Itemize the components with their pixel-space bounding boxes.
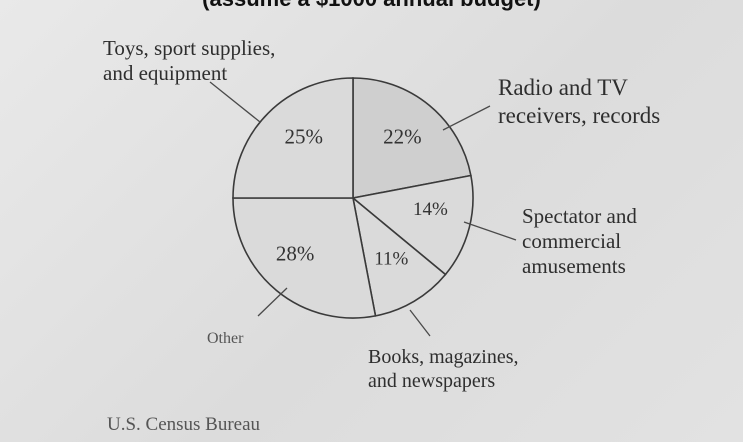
pie-slice-radio-tv <box>352 77 472 199</box>
pie-value-label-toys: 25% <box>285 125 324 149</box>
pie-slice-books <box>351 195 447 317</box>
slice-label-books: Books, magazines, and newspapers <box>368 346 519 392</box>
pie-value-label-spectator: 14% <box>413 199 448 220</box>
leader-line-other <box>257 287 288 317</box>
pie-value-label-other: 28% <box>276 241 315 265</box>
pie-value-label-books: 11% <box>374 249 408 270</box>
chart-source: U.S. Census Bureau <box>107 414 261 435</box>
slice-label-other: Other <box>207 330 244 347</box>
leader-line-toys <box>209 81 261 123</box>
slice-label-radio-tv: Radio and TV receivers, records <box>498 75 661 128</box>
pie-slice-other <box>232 197 377 319</box>
pie-value-label-radio-tv: 22% <box>383 124 422 148</box>
slice-label-toys: Toys, sport supplies, and equipment <box>103 36 276 86</box>
pie-slice-toys <box>232 77 354 199</box>
slice-label-spectator: Spectator and commercial amusements <box>522 204 637 279</box>
leader-line-radio-tv <box>442 105 491 131</box>
leader-line-spectator <box>463 221 517 241</box>
leader-line-books <box>409 309 431 337</box>
chart-title: (assume a $1000 annual budget) <box>0 0 743 12</box>
pie-slice-spectator <box>351 174 474 276</box>
